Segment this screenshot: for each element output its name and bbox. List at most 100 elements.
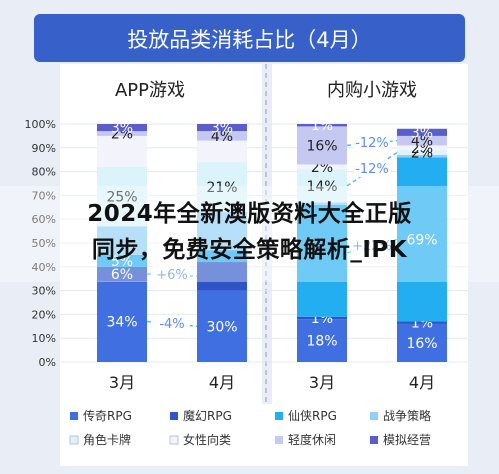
legend-swatch xyxy=(170,412,178,420)
change-label-bg xyxy=(154,266,190,284)
legend-bg xyxy=(60,404,468,466)
x-tick-label: 4月 xyxy=(209,373,235,392)
bar-segment xyxy=(397,323,447,362)
bar-segment xyxy=(197,290,247,362)
data-label: 25% xyxy=(106,190,137,206)
legend-swatch xyxy=(370,412,378,420)
bar-segment xyxy=(297,202,347,205)
bar-segment xyxy=(197,212,247,251)
bar-segment xyxy=(197,162,247,213)
bar-segment xyxy=(97,166,147,227)
bar-segment xyxy=(397,135,447,146)
legend-label: 轻度休闲 xyxy=(288,432,336,447)
bar-segment xyxy=(97,135,147,167)
legend-label: 仙侠RPG xyxy=(288,409,337,423)
bar-segment xyxy=(397,145,447,151)
legend-swatch xyxy=(370,436,378,444)
legend-swatch xyxy=(70,412,78,420)
y-tick-label: 50% xyxy=(32,237,56,250)
change-label-bg xyxy=(354,134,390,152)
data-label: 3% xyxy=(411,125,433,141)
bar-segment xyxy=(397,321,447,324)
overlay-line-1: 2024年全新澳版资料大全正版 xyxy=(87,201,412,227)
bar-segment xyxy=(297,319,347,362)
legend-label: 魔幻RPG xyxy=(183,408,232,423)
data-label: 18% xyxy=(306,334,337,350)
bar-segment xyxy=(297,164,347,170)
y-tick-label: 100% xyxy=(25,118,56,131)
bar-segment xyxy=(97,254,147,267)
legend-label: 女性向类 xyxy=(183,432,231,447)
change-label-bg xyxy=(354,237,390,255)
data-label: 16% xyxy=(306,138,337,154)
y-tick-label: 40% xyxy=(32,261,56,274)
panel-title: 内购小游戏 xyxy=(327,80,417,101)
data-label: 21% xyxy=(206,180,237,196)
panel-title: APP游戏 xyxy=(115,80,185,101)
bar-segment xyxy=(97,124,147,132)
change-label: -12% xyxy=(355,162,389,177)
legend-swatch xyxy=(69,435,79,445)
y-tick-label: 70% xyxy=(32,189,56,202)
data-label: 6% xyxy=(111,267,133,283)
bar-segment xyxy=(197,140,247,163)
y-tick-label: 90% xyxy=(32,142,56,155)
bar-segment xyxy=(97,281,147,362)
legend-label: 模拟经营 xyxy=(383,433,431,447)
x-tick-label: 4月 xyxy=(409,373,435,392)
bar-segment xyxy=(197,250,247,263)
bar-segment xyxy=(297,316,347,320)
bar-segment xyxy=(97,131,147,136)
y-tick-label: 60% xyxy=(32,213,56,226)
bar-segment xyxy=(197,262,247,291)
y-tick-label: 20% xyxy=(32,308,56,321)
change-label-bg xyxy=(354,160,390,178)
y-tick-label: 0% xyxy=(39,356,56,369)
data-label: 30% xyxy=(206,319,237,335)
bar-segment xyxy=(297,204,347,317)
bar-segment xyxy=(297,126,347,165)
change-label: -12% xyxy=(355,136,389,151)
legend-swatch xyxy=(169,435,179,445)
overlay-line-2: 同步，免费安全策略解析_IPK xyxy=(91,237,408,263)
legend-swatch xyxy=(275,436,283,444)
bar-segment xyxy=(197,124,247,132)
change-label: +22% xyxy=(352,239,392,254)
title-bar xyxy=(34,14,465,62)
x-tick-label: 3月 xyxy=(109,373,135,392)
data-label: 3% xyxy=(111,121,133,137)
bar-segment xyxy=(397,154,447,158)
x-tick-label: 3月 xyxy=(309,373,335,392)
bar-segment xyxy=(97,266,147,282)
y-tick-label: 30% xyxy=(32,285,56,298)
data-label: 34% xyxy=(106,315,137,331)
y-tick-label: 80% xyxy=(32,166,56,179)
legend-swatch xyxy=(275,412,283,420)
y-tick-label: 10% xyxy=(32,332,56,345)
bar-segment xyxy=(397,128,447,136)
change-label-bg xyxy=(154,314,190,332)
bar-segment xyxy=(397,157,447,322)
data-label: 3% xyxy=(211,121,233,137)
change-label: +6% xyxy=(156,268,188,283)
bar-segment xyxy=(297,124,347,127)
data-label: 69% xyxy=(406,232,437,248)
legend-label: 传奇RPG xyxy=(83,408,132,423)
overlay-text: 2024年全新澳版资料大全正版 同步，免费安全策略解析_IPK xyxy=(0,196,499,268)
chart-title: 投放品类消耗占比（4月） xyxy=(127,28,371,52)
legend-label: 角色卡牌 xyxy=(83,433,131,447)
data-label: 4% xyxy=(211,129,233,145)
overlay-banner xyxy=(0,186,499,282)
bar-segment xyxy=(197,131,247,141)
data-label: 14% xyxy=(306,179,337,195)
data-label: 16% xyxy=(406,336,437,352)
data-label: 1% xyxy=(311,118,333,134)
change-label: -4% xyxy=(159,317,184,332)
data-label: 5% xyxy=(111,254,133,270)
bar-segment xyxy=(97,226,147,255)
bar-segment xyxy=(397,150,447,155)
legend-label: 战争策略 xyxy=(383,408,431,423)
bar-segment xyxy=(297,169,347,203)
